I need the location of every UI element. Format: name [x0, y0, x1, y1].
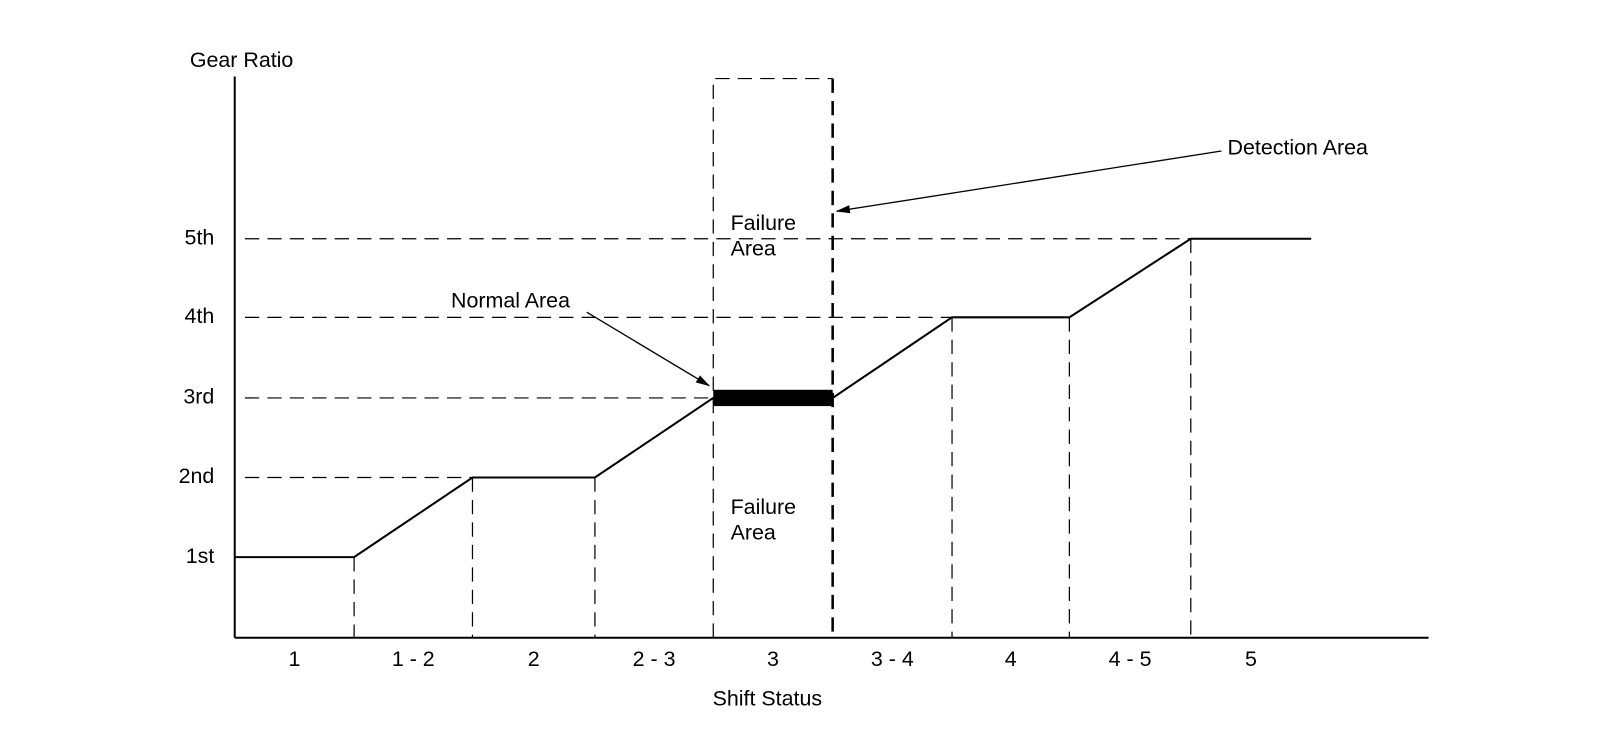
- failure-area-label: Failure: [731, 495, 796, 519]
- y-levels: 1st 2nd 3rd 4th 5th: [179, 225, 215, 567]
- x-stage-label: 4: [1005, 647, 1017, 671]
- y-axis-label: Gear Ratio: [190, 48, 294, 72]
- x-stages: 1 1 - 2 2 2 - 3 3 3 - 4 4 4 - 5 5: [288, 647, 1256, 671]
- normal-area-label: Normal Area: [451, 289, 570, 313]
- failure-area-label: Area: [731, 237, 776, 261]
- y-level-label: 1st: [186, 544, 215, 568]
- x-axis-label: Shift Status: [713, 687, 822, 711]
- failure-area-label: Area: [731, 520, 776, 544]
- arrow: [586, 311, 711, 387]
- y-level-label: 2nd: [179, 464, 215, 488]
- x-stage-label: 2: [528, 647, 540, 671]
- x-stage-label: 1 - 2: [392, 647, 435, 671]
- detection-area-label: Detection Area: [1228, 136, 1369, 160]
- x-stage-label: 5: [1245, 647, 1257, 671]
- y-level-label: 3rd: [183, 385, 214, 409]
- x-stage-label: 1: [288, 647, 300, 671]
- detection-box: [712, 77, 833, 638]
- y-level-label: 5th: [185, 225, 215, 249]
- x-stage-label: 2 - 3: [633, 647, 676, 671]
- x-stage-label: 3 - 4: [871, 647, 914, 671]
- failure-area-label: Failure: [731, 211, 796, 235]
- x-stage-label: 3: [767, 647, 779, 671]
- x-stage-label: 4 - 5: [1109, 647, 1152, 671]
- normal-area-bar: [713, 389, 833, 407]
- y-level-label: 4th: [185, 304, 215, 328]
- arrow: [835, 150, 1222, 214]
